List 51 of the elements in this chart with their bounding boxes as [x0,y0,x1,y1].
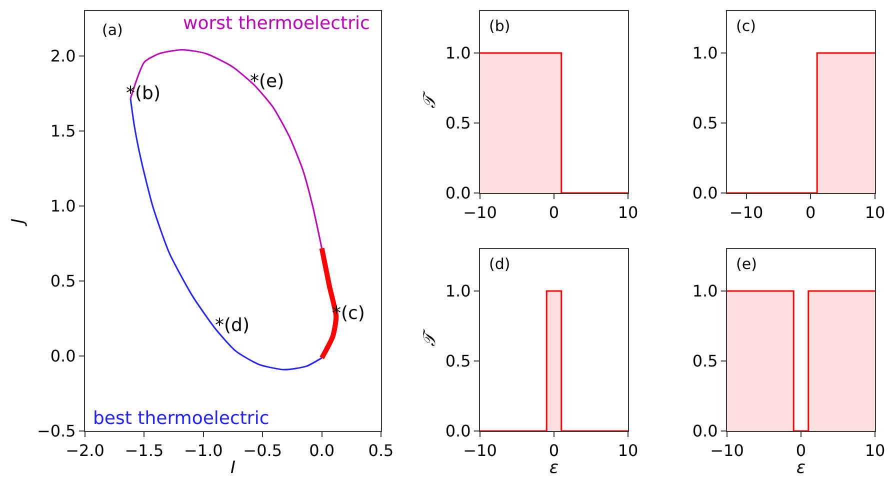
y-tick-label: 0.0 [445,184,471,203]
x-tick-label: −10 [463,441,497,460]
x-tick-label: 0 [548,203,560,222]
y-tick-label: 1.5 [50,122,76,141]
y-tick-label: 1.0 [50,196,76,216]
x-tick-label: 10 [618,441,638,460]
chart-title: (d) [489,255,510,273]
y-tick-label: 0.5 [692,352,718,371]
text: best thermoelectric [93,408,270,429]
y-tick-label: 1.0 [445,282,471,301]
y-tick-label: 0.5 [50,272,76,291]
y-tick-label: 0.0 [692,184,718,203]
x-axis-title: I [230,458,236,478]
y-tick-label: 2.0 [50,46,76,66]
y-axis-title: J [8,218,28,227]
y-axis-title: 𝒯 [420,328,440,346]
y-tick-label: 0.5 [692,114,718,133]
y-tick-label: 1.0 [692,282,718,301]
x-tick-label: 0 [806,203,816,222]
x-tick-label: −10 [710,441,744,460]
chart-title: (e) [736,255,757,273]
x-tick-label: −1.5 [124,441,164,460]
annotation: *(d) [215,315,250,336]
x-tick-label: 0 [796,441,806,460]
y-tick-label: 0.0 [50,346,76,366]
x-tick-label: 10 [864,203,886,222]
series-label: worst thermoelectric [183,13,370,34]
x-tick-label: −2.0 [66,441,104,460]
x-tick-label: −0.5 [243,441,282,460]
y-tick-label: −0.5 [36,422,76,441]
y-tick-label: 0.0 [445,422,471,441]
y-tick-label: 0.5 [445,352,471,371]
y-tick-label: 1.0 [445,44,471,63]
x-axis-title: ε [549,458,559,478]
x-tick-label: 10 [618,203,638,222]
y-axis-title: 𝒯 [420,90,440,108]
x-tick-label: 0.0 [309,441,335,460]
y-tick-label: 0.0 [692,422,718,441]
x-tick-label: 0.5 [368,441,394,460]
chart-title: (c) [736,17,756,35]
y-tick-label: 1.0 [692,44,718,63]
x-axis-title: ε [796,458,806,478]
y-tick-label: 0.5 [445,114,471,133]
chart-title: (b) [489,17,510,35]
text: (a) [102,21,123,39]
x-tick-label: −10 [463,203,497,222]
x-tick-label: 0 [548,441,560,460]
x-tick-label: 10 [864,441,886,460]
x-tick-label: −1.0 [184,441,223,460]
annotation: *(e) [250,71,284,92]
x-tick-label: −10 [729,203,764,222]
